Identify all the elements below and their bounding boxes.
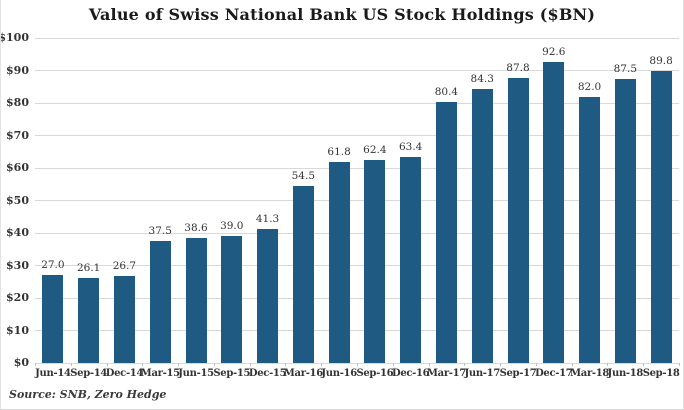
x-axis-tick-mark <box>178 363 180 366</box>
bar <box>42 275 64 363</box>
bar <box>292 185 314 363</box>
bar <box>364 160 386 363</box>
gridline <box>35 167 679 169</box>
gridline <box>35 135 679 136</box>
bar-value-label: 62.4 <box>363 144 387 157</box>
bar-value-label: 41.3 <box>255 212 280 225</box>
x-axis-tick-mark <box>249 363 251 366</box>
x-axis-tick-label: Mar-18 <box>570 368 610 379</box>
x-axis-tick-mark <box>106 363 108 366</box>
x-axis-tick-mark <box>464 363 466 366</box>
gridline <box>35 37 679 39</box>
bar-value-label: 87.8 <box>506 61 530 74</box>
x-axis-tick-label: Jun-14 <box>35 368 71 379</box>
y-axis-tick-label: $50 <box>6 193 29 207</box>
y-axis-labels: $0 $10 $20 $30 $40 $50 $60 $70 $80 $90 $100 <box>1 32 30 369</box>
gridline <box>35 297 679 299</box>
bar <box>614 78 636 363</box>
bar <box>221 236 243 363</box>
x-axis-tick-label: Dec-14 <box>105 368 144 379</box>
x-axis-tick-label: Sep-18 <box>642 368 680 379</box>
bar-value-label: 54.5 <box>291 169 316 182</box>
bar-value-label: 87.5 <box>613 62 638 75</box>
bar <box>507 77 529 363</box>
gridline <box>35 200 679 201</box>
x-axis-tick-mark <box>142 363 144 366</box>
x-axis-tick-mark <box>35 363 36 366</box>
x-axis-tick-label: Mar-17 <box>426 368 466 379</box>
bar <box>579 96 601 363</box>
gridline <box>35 232 679 234</box>
bar-value-label: 63.4 <box>398 140 423 153</box>
bar-value-label: 26.1 <box>76 262 101 275</box>
gridline <box>35 330 679 331</box>
y-axis-tick-label: $70 <box>6 128 29 142</box>
bar-value-label: 89.8 <box>649 55 673 68</box>
y-axis-tick-label: $60 <box>6 161 29 174</box>
plot-area: 27.0 Jun-14 26.1 Sep-14 26.7 Dec-14 37.5 Mar-15… <box>35 37 680 379</box>
gridline <box>35 102 679 104</box>
x-axis-tick-label: Jun-17 <box>464 368 500 379</box>
x-axis-tick-label: Jun-16 <box>321 368 357 379</box>
x-axis-tick-label: Mar-15 <box>140 368 180 379</box>
y-axis-tick-label: $0 <box>13 356 29 369</box>
chart-title: Value of Swiss National Bank US Stock Ho… <box>88 5 596 24</box>
bar-value-label: 61.8 <box>327 146 351 159</box>
bar <box>471 89 493 363</box>
bar <box>543 62 565 363</box>
x-axis-tick-mark <box>535 363 537 366</box>
bar-value-label: 27.0 <box>41 259 65 272</box>
bar <box>400 156 422 363</box>
x-axis-tick-mark <box>213 363 215 366</box>
x-axis-tick-label: Dec-17 <box>535 368 573 379</box>
x-axis-tick-mark <box>679 363 680 366</box>
x-axis-tick-mark <box>428 363 430 366</box>
bar <box>650 71 672 363</box>
gridline <box>35 265 679 266</box>
x-axis-tick-label: Sep-16 <box>356 368 394 379</box>
y-axis-tick-label: $80 <box>6 96 29 109</box>
bar <box>257 228 279 363</box>
bar-value-label: 84.3 <box>470 73 494 86</box>
bar-value-label: 80.4 <box>434 85 459 98</box>
x-axis-tick-mark <box>285 363 287 366</box>
bar-value-label: 92.6 <box>542 46 566 59</box>
y-axis-tick-label: $30 <box>6 258 29 272</box>
x-axis-tick-mark <box>607 363 609 366</box>
gridline <box>35 70 679 71</box>
bar <box>435 101 457 363</box>
bar-value-label: 38.6 <box>184 221 208 234</box>
x-axis-tick-label: Dec-16 <box>391 368 430 379</box>
bar <box>113 276 135 363</box>
x-axis-tick-mark <box>643 363 645 366</box>
x-axis-tick-mark <box>500 363 502 366</box>
y-axis-tick-label: $100 <box>0 31 29 44</box>
x-axis-tick-label: Mar-16 <box>283 368 323 379</box>
bar-value-label: 39.0 <box>220 220 244 233</box>
bar-value-label: 26.7 <box>112 260 137 273</box>
y-axis-tick-label: $40 <box>6 226 29 239</box>
bar <box>78 278 100 363</box>
x-axis-tick-mark <box>70 363 72 366</box>
y-axis-tick-label: $90 <box>6 63 29 77</box>
x-axis-tick-mark <box>357 363 358 366</box>
bar <box>149 241 171 363</box>
source-note: Source: SNB, Zero Hedge <box>9 388 167 401</box>
x-axis-tick-label: Sep-17 <box>499 368 537 379</box>
bar-value-label: 37.5 <box>148 225 172 238</box>
bar <box>185 237 207 363</box>
x-axis-tick-mark <box>321 363 323 366</box>
bar <box>328 162 350 363</box>
y-axis-tick-label: $20 <box>6 291 29 304</box>
x-axis-tick-label: Sep-14 <box>70 368 108 379</box>
x-axis-tick-label: Jun-15 <box>178 368 214 379</box>
x-axis-tick-mark <box>392 363 394 366</box>
x-axis-tick-label: Jun-18 <box>607 368 644 379</box>
y-axis-tick-label: $10 <box>6 323 29 337</box>
x-axis-tick-label: Dec-15 <box>248 368 287 379</box>
bar-value-label: 82.0 <box>577 80 602 93</box>
x-axis-tick-label: Sep-15 <box>213 368 251 379</box>
x-axis-tick-mark <box>571 363 573 366</box>
